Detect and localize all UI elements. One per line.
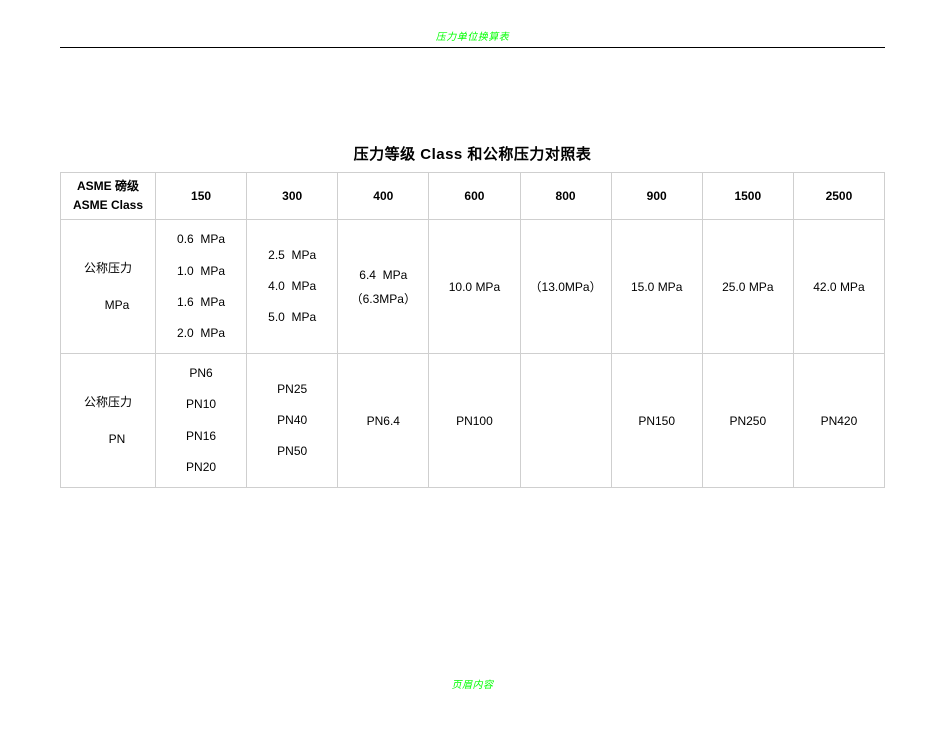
- pn-cell-3: PN100: [429, 354, 520, 488]
- label-mpa: 公称压力: [84, 261, 132, 275]
- mpa-cell-6: 25.0 MPa: [702, 220, 793, 354]
- mpa-cell-0: 0.6 MPa1.0 MPa1.6 MPa2.0 MPa: [156, 220, 247, 354]
- header-rule: [60, 47, 885, 48]
- mpa-cell-1: 2.5 MPa4.0 MPa5.0 MPa: [247, 220, 338, 354]
- pn-cell-6: PN250: [702, 354, 793, 488]
- col-400: 400: [338, 173, 429, 220]
- mpa-cell-4: （13.0MPa）: [520, 220, 611, 354]
- pressure-table: ASME 磅级 ASME Class 150 300 400 600 800 9…: [60, 172, 885, 488]
- asme-header-cell: ASME 磅级 ASME Class: [61, 173, 156, 220]
- pn-cell-4: [520, 354, 611, 488]
- asme-label-1: ASME 磅级: [77, 179, 139, 193]
- col-300: 300: [247, 173, 338, 220]
- pn-cell-1: PN25PN40PN50: [247, 354, 338, 488]
- asme-label-2: ASME Class: [73, 198, 143, 212]
- table-title: 压力等级 Class 和公称压力对照表: [60, 143, 885, 164]
- pn-cell-0: PN6PN10PN16PN20: [156, 354, 247, 488]
- table-row-mpa: 公称压力 MPa 0.6 MPa1.0 MPa1.6 MPa2.0 MPa 2.…: [61, 220, 885, 354]
- sublabel-pn: PN: [63, 426, 153, 452]
- col-600: 600: [429, 173, 520, 220]
- pn-cell-5: PN150: [611, 354, 702, 488]
- sublabel-mpa: MPa: [63, 292, 153, 318]
- col-1500: 1500: [702, 173, 793, 220]
- pn-cell-2: PN6.4: [338, 354, 429, 488]
- mpa-cell-5: 15.0 MPa: [611, 220, 702, 354]
- mpa-cell-3: 10.0 MPa: [429, 220, 520, 354]
- col-800: 800: [520, 173, 611, 220]
- col-900: 900: [611, 173, 702, 220]
- mpa-cell-2: 6.4 MPa（6.3MPa）: [338, 220, 429, 354]
- page-footer-green: 页眉内容: [0, 676, 945, 691]
- col-2500: 2500: [793, 173, 884, 220]
- row-header-mpa: 公称压力 MPa: [61, 220, 156, 354]
- col-150: 150: [156, 173, 247, 220]
- table-header-row: ASME 磅级 ASME Class 150 300 400 600 800 9…: [61, 173, 885, 220]
- row-header-pn: 公称压力 PN: [61, 354, 156, 488]
- pn-cell-7: PN420: [793, 354, 884, 488]
- page-header-green: 压力单位换算表: [0, 0, 945, 43]
- mpa-cell-7: 42.0 MPa: [793, 220, 884, 354]
- table-row-pn: 公称压力 PN PN6PN10PN16PN20 PN25PN40PN50 PN6…: [61, 354, 885, 488]
- label-pn: 公称压力: [84, 395, 132, 409]
